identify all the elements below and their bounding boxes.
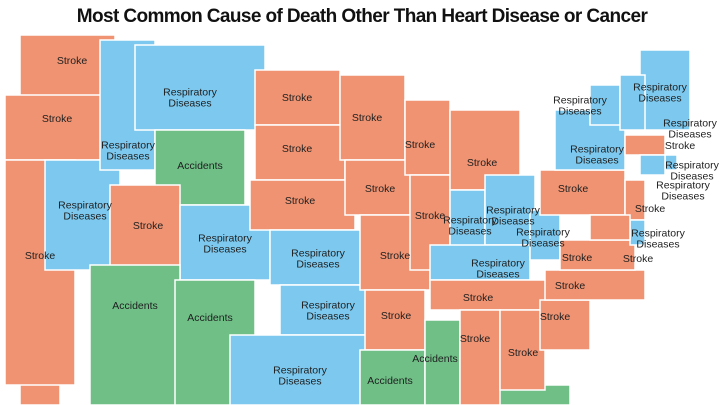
state-label: Diseases <box>296 259 339 271</box>
state-label: Stroke <box>555 280 586 292</box>
state <box>459 309 501 405</box>
state-label: Stroke <box>282 143 313 155</box>
state-label: Stroke <box>405 139 436 151</box>
state-label: Stroke <box>57 55 88 67</box>
state-label: Respiratory <box>198 233 252 245</box>
labels: StrokeStrokeStrokeRespiratoryDiseasesRes… <box>25 55 720 388</box>
state <box>254 124 346 181</box>
state-label: Accidents <box>412 353 458 365</box>
state-label: Stroke <box>380 250 411 262</box>
state-label: Accidents <box>367 375 413 387</box>
state <box>344 159 411 216</box>
state-label: Stroke <box>623 253 654 265</box>
state-label: Diseases <box>521 238 564 250</box>
state-label: Respiratory <box>58 200 112 212</box>
state-label: Diseases <box>575 155 618 167</box>
state <box>4 94 111 161</box>
state-label: Diseases <box>278 376 321 388</box>
state-label: Stroke <box>415 210 446 222</box>
state-label: Stroke <box>133 220 164 232</box>
state <box>364 289 426 351</box>
state-label: Stroke <box>381 310 412 322</box>
state-label: Respiratory <box>570 144 624 156</box>
state <box>589 214 631 241</box>
state-label: Respiratory <box>291 248 345 260</box>
state-label: Diseases <box>636 239 679 251</box>
state-label: Respiratory <box>656 180 710 192</box>
state <box>89 264 181 405</box>
state-label: Stroke <box>352 112 383 124</box>
state-label: Respiratory <box>163 87 217 99</box>
state-label: Stroke <box>665 140 696 152</box>
state-label: Diseases <box>306 311 349 323</box>
state-label: Stroke <box>467 157 498 169</box>
state-label: Stroke <box>635 203 666 215</box>
state-label: Diseases <box>670 171 713 183</box>
state <box>624 134 666 156</box>
state-label: Diseases <box>63 211 106 223</box>
state <box>639 154 666 176</box>
state-label: Respiratory <box>633 82 687 94</box>
state-label: Stroke <box>365 183 396 195</box>
state-label: Stroke <box>463 292 494 304</box>
state <box>539 299 591 351</box>
state <box>404 99 451 176</box>
state-label: Respiratory <box>471 258 525 270</box>
state-label: Diseases <box>638 93 681 105</box>
state-label: Stroke <box>282 92 313 104</box>
state-label: Diseases <box>203 244 246 256</box>
state-label: Stroke <box>285 195 316 207</box>
state-label: Respiratory <box>631 228 685 240</box>
state-label: Accidents <box>112 300 158 312</box>
state <box>424 319 461 405</box>
state-label: Respiratory <box>301 300 355 312</box>
state-label: Stroke <box>460 333 491 345</box>
state-label: Diseases <box>491 216 534 228</box>
state-label: Respiratory <box>663 118 717 130</box>
state <box>539 169 626 216</box>
state-label: Respiratory <box>665 160 719 172</box>
state <box>269 229 376 286</box>
state <box>429 244 531 281</box>
state-label: Accidents <box>177 160 223 172</box>
state-label: Respiratory <box>443 215 497 227</box>
state-label: Diseases <box>106 151 149 163</box>
state-label: Stroke <box>540 311 571 323</box>
map-title: Most Common Cause of Death Other Than He… <box>77 6 649 27</box>
state <box>279 284 376 336</box>
state <box>339 74 406 161</box>
state-label: Diseases <box>168 98 211 110</box>
states <box>4 34 691 405</box>
state-label: Diseases <box>661 191 704 203</box>
state-label: Diseases <box>448 226 491 238</box>
state <box>544 269 646 301</box>
state-label: Respiratory <box>273 365 327 377</box>
state-label: Stroke <box>42 113 73 125</box>
state-label: Stroke <box>508 347 539 359</box>
state <box>499 309 546 391</box>
state-label: Diseases <box>558 106 601 118</box>
state-label: Stroke <box>562 252 593 264</box>
state-label: Accidents <box>187 312 233 324</box>
state-label: Diseases <box>668 129 711 141</box>
state-label: Diseases <box>476 269 519 281</box>
state <box>109 184 181 271</box>
state-label: Respiratory <box>553 95 607 107</box>
state-label: Stroke <box>558 183 589 195</box>
state <box>44 159 121 271</box>
state-label: Stroke <box>25 250 56 262</box>
state-label: Respiratory <box>486 205 540 217</box>
state <box>619 74 646 131</box>
state-label: Respiratory <box>516 227 570 239</box>
state-label: Respiratory <box>101 140 155 152</box>
